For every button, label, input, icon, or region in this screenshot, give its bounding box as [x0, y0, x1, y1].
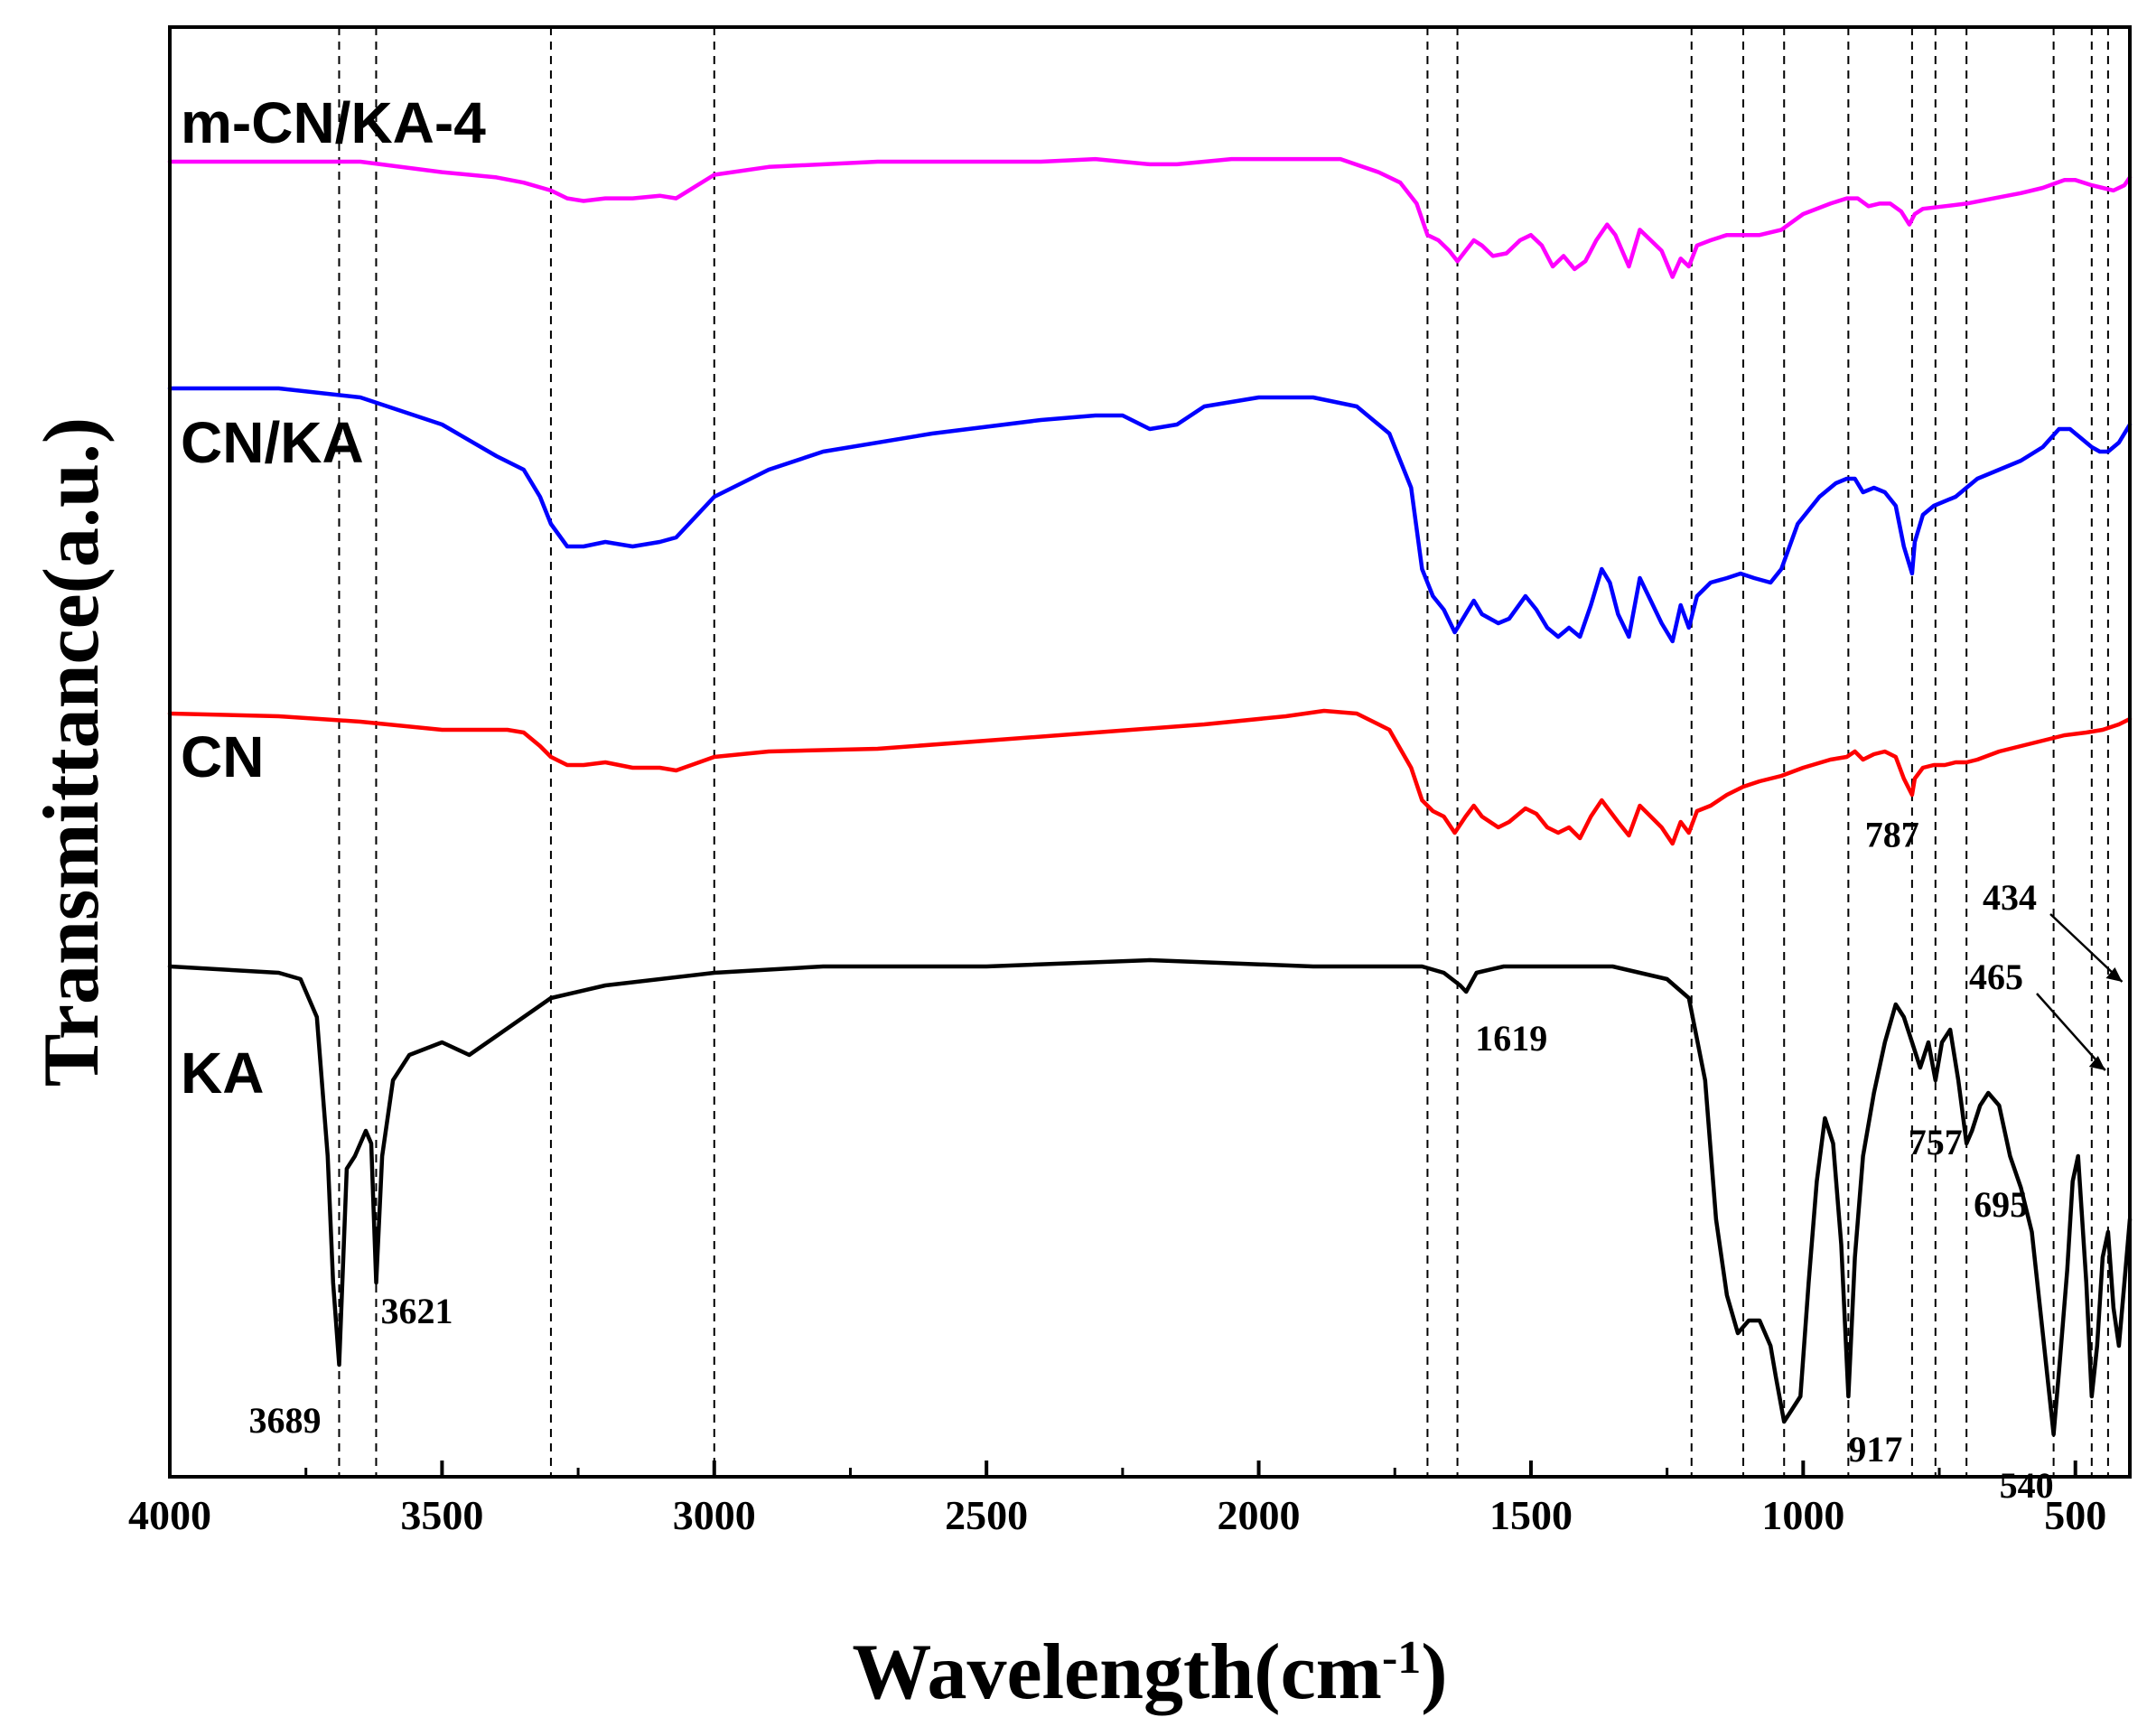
y-axis-title: Transmittance(a.u.) — [28, 417, 116, 1087]
peak-annotations: 3689 3621 1619 917 757 695 540 787 434 465 — [248, 815, 2124, 1506]
x-axis-title: Wavelength(cm-1) — [852, 1629, 1447, 1716]
annotation-label: 540 — [2000, 1465, 2054, 1506]
annotation-label: 465 — [1969, 957, 2023, 997]
reference-lines — [338, 27, 2109, 1477]
series-layer — [167, 156, 2133, 1437]
series-label: KA — [181, 1041, 264, 1106]
x-tick-label: 3000 — [673, 1492, 756, 1538]
x-tick-label: 500 — [2044, 1492, 2106, 1538]
series-label: m-CN/KA-4 — [181, 90, 486, 155]
x-axis-title-superscript: -1 — [1382, 1632, 1421, 1684]
x-tick-label: 1000 — [1761, 1492, 1844, 1538]
annotation-arrow — [2049, 913, 2124, 983]
x-tick-label: 4000 — [128, 1492, 211, 1538]
annotation-arrowhead — [2088, 1056, 2105, 1070]
annotation-label: 1619 — [1475, 1018, 1547, 1059]
x-tick-label: 2500 — [945, 1492, 1028, 1538]
annotation-label: 3621 — [380, 1291, 453, 1331]
annotation-arrow — [2036, 993, 2106, 1071]
series-line-cn — [167, 708, 2133, 846]
series-label: CN — [181, 724, 264, 789]
x-axis-title-close: ) — [1421, 1629, 1447, 1716]
series-line-ka — [167, 957, 2133, 1437]
series-label: CN/KA — [181, 410, 364, 475]
annotation-label: 757 — [1909, 1122, 1963, 1162]
x-axis-title-main: Wavelength(cm — [852, 1629, 1382, 1716]
series-line-cn-ka — [167, 386, 2133, 644]
x-tick-label: 3500 — [400, 1492, 483, 1538]
annotation-label: 787 — [1865, 815, 1919, 855]
annotation-label: 434 — [1983, 877, 2037, 918]
x-tick-label: 2000 — [1218, 1492, 1301, 1538]
plot-frame — [168, 25, 2132, 1479]
annotation-label: 3689 — [248, 1400, 321, 1441]
x-axis-ticks: 4000 3500 3000 2500 2000 1500 1000 500 — [128, 1461, 2106, 1538]
x-tick-label: 1500 — [1489, 1492, 1573, 1538]
annotation-label: 695 — [1974, 1184, 2028, 1225]
annotation-label: 917 — [1848, 1429, 1902, 1470]
series-labels: m-CN/KA-4 CN/KA CN KA — [181, 90, 486, 1106]
series-line-m-cn-ka-4 — [167, 156, 2133, 279]
annotation-arrowhead — [2105, 967, 2123, 982]
